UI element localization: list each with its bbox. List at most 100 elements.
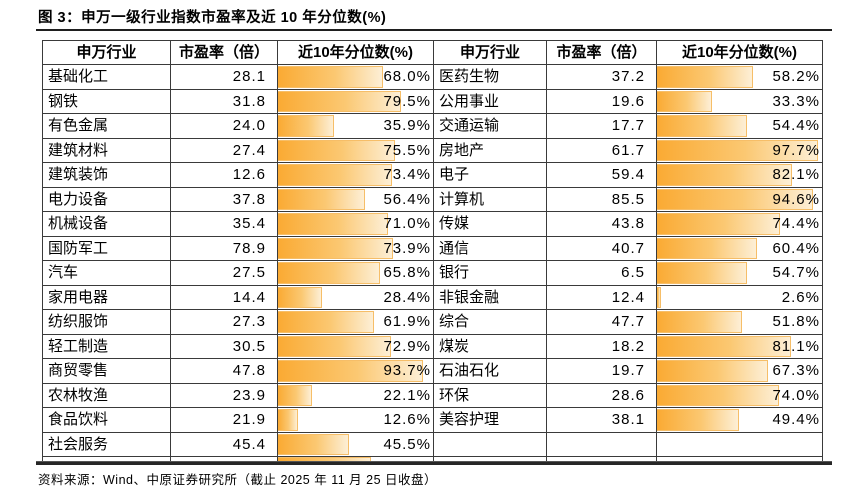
percentile-cell: 79.5% xyxy=(278,89,434,114)
percentile-data-bar xyxy=(278,335,391,357)
industry-cell: 电子 xyxy=(434,163,547,188)
table-bottom-rule xyxy=(36,461,832,465)
industry-cell: 社会服务 xyxy=(43,432,171,457)
pe-value-cell: 27.4 xyxy=(171,138,278,163)
industry-cell: 有色金属 xyxy=(43,114,171,139)
data-source-note: 资料来源：Wind、中原证券研究所（截止 2025 年 11 月 25 日收盘） xyxy=(38,473,438,487)
percentile-cell: 22.1% xyxy=(278,383,434,408)
industry-cell: 国防军工 xyxy=(43,236,171,261)
percentile-cell: 12.6% xyxy=(278,408,434,433)
pe-value-cell: 47.8 xyxy=(171,359,278,384)
industry-cell: 家用电器 xyxy=(43,285,171,310)
percentile-cell: 35.9% xyxy=(278,114,434,139)
pe-value-cell: 6.5 xyxy=(547,261,657,286)
industry-cell: 轻工制造 xyxy=(43,334,171,359)
percentile-cell: 61.9% xyxy=(278,310,434,335)
pe-value-cell: 31.8 xyxy=(171,89,278,114)
percentile-cell: 45.5% xyxy=(278,432,434,457)
pe-value-cell: 85.5 xyxy=(547,187,657,212)
percentile-data-bar xyxy=(278,164,392,186)
pe-value-cell: 45.4 xyxy=(171,432,278,457)
percentile-cell: 33.3% xyxy=(657,89,823,114)
percentile-cell: 72.9% xyxy=(278,334,434,359)
column-header-industry-right: 申万行业 xyxy=(434,41,547,65)
percentile-data-bar xyxy=(278,66,384,88)
pe-value-cell: 47.7 xyxy=(547,310,657,335)
industry-cell: 医药生物 xyxy=(434,65,547,90)
figure-title: 图 3：申万一级行业指数市盈率及近 10 年分位数(%) xyxy=(38,10,387,26)
pe-value-cell: 27.5 xyxy=(171,261,278,286)
pe-value-cell: 28.1 xyxy=(171,65,278,90)
industry-cell: 纺织服饰 xyxy=(43,310,171,335)
percentile-cell: 65.8% xyxy=(278,261,434,286)
industry-cell: 煤炭 xyxy=(434,334,547,359)
percentile-cell: 54.4% xyxy=(657,114,823,139)
percentile-cell: 56.4% xyxy=(278,187,434,212)
percentile-data-bar xyxy=(278,286,323,308)
pe-value-cell: 43.8 xyxy=(547,212,657,237)
percentile-data-bar xyxy=(657,115,747,137)
percentile-cell: 49.4% xyxy=(657,408,823,433)
pe-value-cell: 38.1 xyxy=(547,408,657,433)
pe-value-cell: 61.7 xyxy=(547,138,657,163)
pe-value-cell: 28.6 xyxy=(547,383,657,408)
percentile-cell: 82.1% xyxy=(657,163,823,188)
percentile-data-bar xyxy=(278,213,389,235)
industry-cell: 交通运输 xyxy=(434,114,547,139)
industry-cell: 食品饮料 xyxy=(43,408,171,433)
percentile-cell: 81.1% xyxy=(657,334,823,359)
percentile-data-bar xyxy=(657,188,814,210)
title-divider-rule xyxy=(36,29,832,31)
industry-cell: 房地产 xyxy=(434,138,547,163)
pe-value-cell: 78.9 xyxy=(171,236,278,261)
percentile-cell: 74.0% xyxy=(657,383,823,408)
pe-value-cell: 24.0 xyxy=(171,114,278,139)
percentile-cell: 58.2% xyxy=(657,65,823,90)
industry-cell: 公用事业 xyxy=(434,89,547,114)
percentile-cell: 71.0% xyxy=(278,212,434,237)
pe-value-cell: 12.4 xyxy=(547,285,657,310)
pe-value-cell: 18.2 xyxy=(547,334,657,359)
column-header-percentile-left: 近10年分位数(%) xyxy=(278,41,434,65)
percentile-data-bar xyxy=(278,384,313,406)
industry-cell: 建筑材料 xyxy=(43,138,171,163)
column-header-pe-right: 市盈率（倍） xyxy=(547,41,657,65)
industry-cell: 汽车 xyxy=(43,261,171,286)
percentile-data-bar xyxy=(278,90,402,112)
industry-pe-percentile-table: 申万行业 市盈率（倍） 近10年分位数(%) 申万行业 市盈率（倍） 近10年分… xyxy=(42,40,823,462)
percentile-cell: 68.0% xyxy=(278,65,434,90)
industry-cell: 非银金融 xyxy=(434,285,547,310)
percentile-cell: 73.4% xyxy=(278,163,434,188)
industry-cell: 综合 xyxy=(434,310,547,335)
pe-value-cell: 17.7 xyxy=(547,114,657,139)
column-header-percentile-right: 近10年分位数(%) xyxy=(657,41,823,65)
industry-cell: 商贸零售 xyxy=(43,359,171,384)
percentile-data-bar xyxy=(657,213,780,235)
industry-cell: 通信 xyxy=(434,236,547,261)
industry-cell: 农林牧渔 xyxy=(43,383,171,408)
percentile-cell: 97.7% xyxy=(657,138,823,163)
pe-value-cell: 27.3 xyxy=(171,310,278,335)
pe-value-cell: 12.6 xyxy=(171,163,278,188)
percentile-data-bar xyxy=(657,139,819,161)
percentile-data-bar xyxy=(278,433,349,455)
industry-cell: 电力设备 xyxy=(43,187,171,212)
percentile-cell: 28.4% xyxy=(278,285,434,310)
percentile-cell: 51.8% xyxy=(657,310,823,335)
industry-cell: 传媒 xyxy=(434,212,547,237)
percentile-data-bar xyxy=(278,262,380,284)
percentile-data-bar xyxy=(657,286,662,308)
industry-cell: 石油石化 xyxy=(434,359,547,384)
industry-cell xyxy=(434,432,547,457)
pe-value-cell: 59.4 xyxy=(547,163,657,188)
pe-value-cell: 35.4 xyxy=(171,212,278,237)
percentile-data-bar xyxy=(657,164,793,186)
percentile-data-bar xyxy=(278,360,424,382)
pe-value-cell: 19.7 xyxy=(547,359,657,384)
percentile-data-bar xyxy=(657,311,743,333)
pe-value-cell: 21.9 xyxy=(171,408,278,433)
percentile-data-bar xyxy=(278,139,396,161)
percentile-data-bar xyxy=(657,409,739,431)
pe-value-cell: 23.9 xyxy=(171,383,278,408)
pe-value-cell: 14.4 xyxy=(171,285,278,310)
